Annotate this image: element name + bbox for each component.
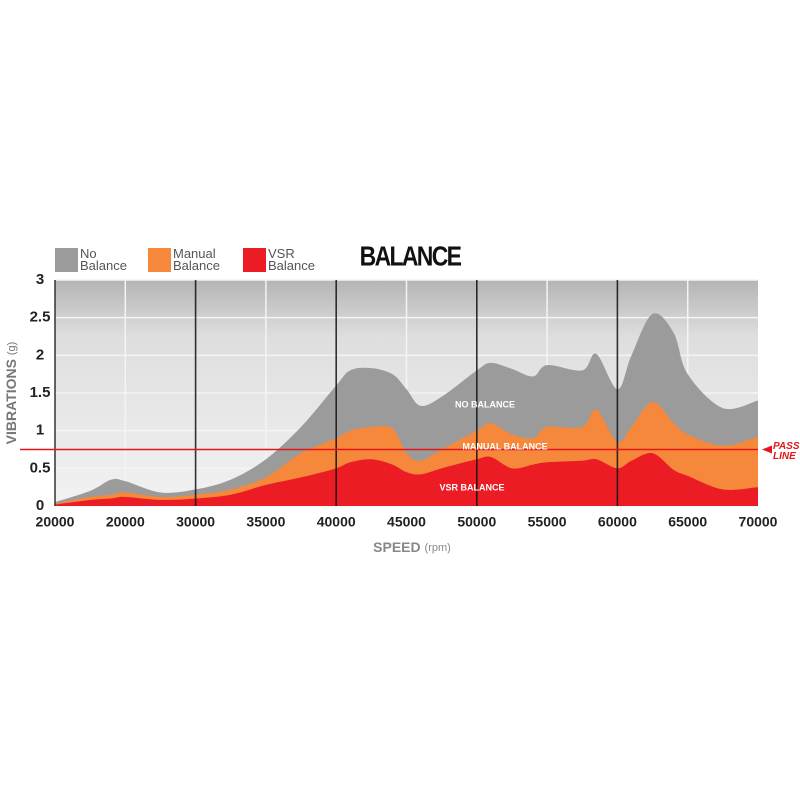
area [55,453,758,506]
y-axis-label: VIBRATIONS (g) [3,342,19,445]
x-tick-label: 40000 [317,514,356,530]
y-tick-label: 1.5 [30,384,51,401]
x-tick-label: 65000 [668,514,707,530]
y-axis-unit: (g) [6,342,18,355]
x-tick-label: 35000 [246,514,285,530]
pass-line-label: PASS LINE [773,441,800,462]
legend-swatch [55,248,78,272]
pass-arrow [762,445,772,454]
x-tick-label: 30000 [176,514,215,530]
annotation: NO BALANCE [455,399,515,409]
y-tick-label: 2 [36,346,44,363]
y-tick-label: 2.5 [30,309,51,326]
y-tick-label: 1 [36,422,44,439]
y-tick-label: 3 [36,271,44,288]
x-tick-label: 50000 [457,514,496,530]
x-tick-label: 45000 [387,514,426,530]
legend-label: No Balance [80,246,127,273]
annotation: VSR BALANCE [439,482,504,492]
chart-title: BALANCE [360,241,462,272]
y-axis-title: VIBRATIONS [3,359,19,444]
annotation: MANUAL BALANCE [462,441,547,451]
x-tick-label: 60000 [598,514,637,530]
x-tick-label: 20000 [106,514,145,530]
y-tick-label: 0 [36,497,44,514]
legend-swatch [243,248,266,272]
x-tick-label: 55000 [528,514,567,530]
x-axis-unit: (rpm) [425,542,451,554]
x-tick-label: 20000 [36,514,75,530]
y-tick-label: 0.5 [30,459,51,476]
x-tick-label: 70000 [739,514,778,530]
legend-label: VSR Balance [268,246,315,273]
x-axis-label: SPEED (rpm) [373,539,451,555]
legend-label: Manual Balance [173,246,220,273]
legend-swatch [148,248,171,272]
x-axis-title: SPEED [373,539,420,555]
